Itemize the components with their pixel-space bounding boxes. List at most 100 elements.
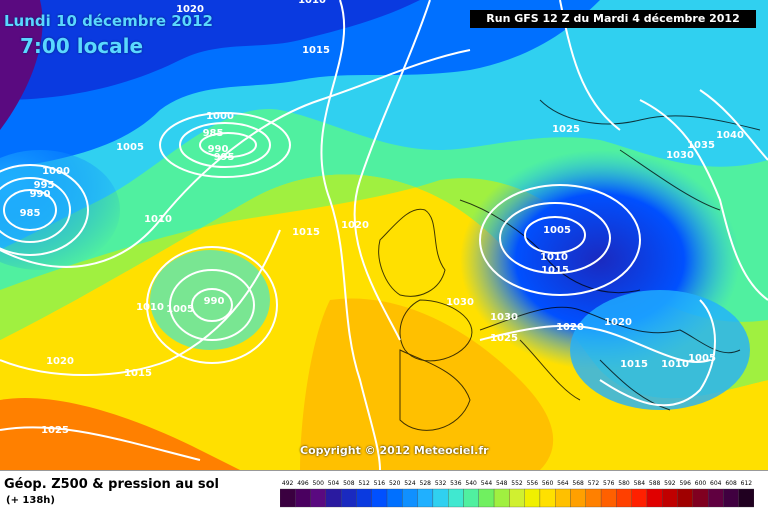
scale-swatch (295, 488, 311, 508)
isobar-label: 1030 (490, 312, 518, 323)
scale-swatch (493, 488, 510, 508)
isobar-label: 1020 (176, 4, 204, 15)
scale-swatch (662, 488, 678, 508)
isobar-label: 1020 (46, 356, 74, 367)
scale-tick-label: 592 (664, 480, 676, 487)
isobar-label: 1035 (687, 140, 715, 151)
scale-tick-label: 540 (465, 480, 477, 487)
scale-swatch (738, 488, 754, 508)
scale-tick-label: 548 (496, 480, 508, 487)
isobar-label: 1000 (42, 166, 70, 177)
scale-tick-label: 560 (542, 480, 554, 487)
scale-tick-label: 516 (374, 480, 386, 487)
scale-tick-label: 496 (297, 480, 309, 487)
scale-tick-label: 500 (312, 480, 324, 487)
isobar-label: 985 (203, 128, 224, 139)
scale-tick-label: 532 (435, 480, 447, 487)
scale-swatch (616, 488, 632, 508)
isobar-label: 1000 (206, 111, 234, 122)
scale-tick-label: 580 (618, 480, 630, 487)
scale-tick-label: 584 (634, 480, 646, 487)
scale-swatch (356, 488, 372, 508)
isobar-label: 1015 (620, 359, 648, 370)
copyright-notice: Copyright © 2012 Meteociel.fr (300, 444, 489, 457)
band-orange (0, 398, 240, 470)
scale-tick-label: 528 (420, 480, 432, 487)
scale-tick-label: 552 (511, 480, 523, 487)
scale-tick-label: 544 (481, 480, 493, 487)
scale-swatch (524, 488, 541, 508)
scale-swatch (432, 488, 449, 508)
legend-title: Géop. Z500 & pression au sol (4, 477, 219, 492)
scale-swatch (341, 488, 357, 508)
isobar-label: 1015 (124, 368, 152, 379)
isobar-label: 1020 (341, 220, 369, 231)
isobar-label: 1015 (302, 45, 330, 56)
scale-swatch (325, 488, 342, 508)
scale-swatch (448, 488, 464, 508)
scale-tick-label: 600 (695, 480, 707, 487)
scale-tick-label: 568 (572, 480, 584, 487)
scale-tick-label: 512 (358, 480, 370, 487)
scale-swatch (570, 488, 586, 508)
isobar-label: 995 (214, 152, 235, 163)
scale-tick-label: 612 (741, 480, 753, 487)
scale-tick-label: 596 (679, 480, 691, 487)
scale-tick-label: 556 (527, 480, 539, 487)
isobar-label: 1030 (446, 297, 474, 308)
scale-swatch (555, 488, 571, 508)
scale-tick-label: 588 (649, 480, 661, 487)
isobar-label: 990 (30, 189, 51, 200)
scale-swatch (585, 488, 602, 508)
band-lightorange (300, 298, 554, 470)
scale-swatch (539, 488, 556, 508)
band-purple (0, 0, 43, 130)
color-scale: 492 496 500 504 508 512 516 520 524 528 532 536 540 5… (280, 480, 754, 508)
scale-tick-label: 576 (603, 480, 615, 487)
isobar-label: 1015 (292, 227, 320, 238)
scale-swatch (386, 488, 403, 508)
isobar-label: 1040 (716, 130, 744, 141)
scale-swatch (371, 488, 388, 508)
scale-swatch (631, 488, 648, 508)
isobar-label: 1010 (136, 302, 164, 313)
isobar-label: 990 (204, 296, 225, 307)
legend-subtitle: (+ 138h) (6, 495, 55, 506)
scale-swatch (707, 488, 724, 508)
isobar-label: 985 (20, 208, 41, 219)
isobar-label: 1005 (688, 353, 716, 364)
isobar-lines (0, 0, 768, 470)
low-west (0, 150, 120, 270)
scale-tick-label: 608 (725, 480, 737, 487)
isobar-label: 1010 (540, 252, 568, 263)
scale-swatch (692, 488, 709, 508)
scale-swatch (417, 488, 434, 508)
scale-swatch (677, 488, 693, 508)
low-atlantic (150, 250, 270, 350)
scale-swatch (600, 488, 617, 508)
scale-swatch (310, 488, 327, 508)
scale-tick-label: 524 (404, 480, 416, 487)
scale-tick-label: 536 (450, 480, 462, 487)
band-deepblue (0, 0, 420, 100)
isobar-label: 1010 (298, 0, 326, 6)
low-mediterranean (570, 290, 750, 410)
scale-swatch (478, 488, 495, 508)
isobar-labels: 1020101010151000985990995100510009959909… (20, 0, 744, 436)
scale-swatch (509, 488, 525, 508)
isobar-label: 1025 (490, 333, 518, 344)
scale-swatch (723, 488, 739, 508)
isobar-label: 1010 (144, 214, 172, 225)
scale-swatch (463, 488, 479, 508)
isobar-label: 1005 (543, 225, 571, 236)
scale-tick-label: 604 (710, 480, 722, 487)
isobar-label: 1025 (552, 124, 580, 135)
geopotential-map: 1020101010151000985990995100510009959909… (0, 0, 768, 470)
isobar-label: 1025 (41, 425, 69, 436)
isobar-label: 1005 (116, 142, 144, 153)
forecast-date: Lundi 10 décembre 2012 (4, 12, 213, 30)
run-info: Run GFS 12 Z du Mardi 4 décembre 2012 (470, 10, 756, 28)
forecast-time: 7:00 locale (20, 34, 144, 58)
isobar-label: 1015 (541, 265, 569, 276)
